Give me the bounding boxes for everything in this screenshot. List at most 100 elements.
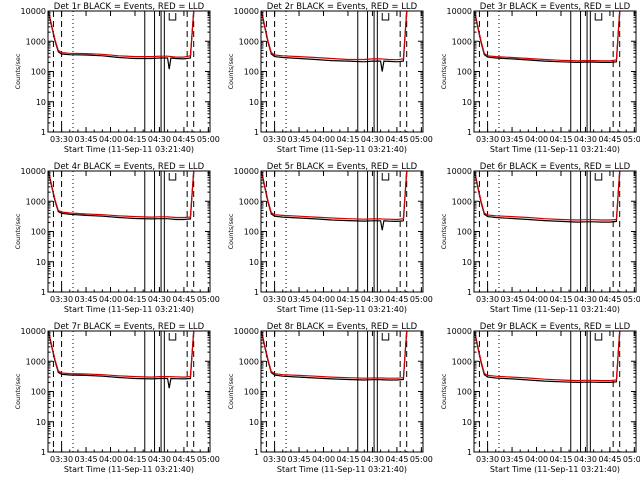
x-tick-label: 04:00: [312, 135, 335, 144]
x-tick-label: 05:00: [410, 135, 433, 144]
y-tick-label: 10000: [447, 327, 472, 336]
plot-frame: [473, 170, 637, 293]
panel-title: Det 3r BLACK = Events, RED = LLD: [480, 2, 631, 12]
panel-title: Det 8r BLACK = Events, RED = LLD: [267, 322, 418, 332]
x-tick-label: 04:30: [361, 135, 384, 144]
y-tick-label: 10000: [21, 7, 46, 16]
x-axis-label: Start Time (11-Sep-11 03:21:40): [490, 305, 620, 314]
detector-panel-2: 1 10 100 1000 10000 03:30 03:45 04:00 04:15 04:30…: [227, 2, 433, 154]
y-tick-label: 1: [41, 448, 46, 457]
x-tick-label: 04:00: [525, 455, 548, 464]
detector-panel-3: 1 10 100 1000 10000 03:30 03:45 04:00 04:15 04:30…: [440, 2, 640, 154]
x-tick-label: 05:00: [623, 135, 640, 144]
y-tick-label: 100: [31, 68, 46, 77]
x-tick-label: 04:15: [549, 455, 572, 464]
y-tick-label: 100: [31, 388, 46, 397]
y-tick-label: 1000: [452, 197, 472, 206]
series-events-line: [473, 10, 621, 64]
x-tick-label: 04:30: [148, 455, 171, 464]
x-tick-label: 03:30: [476, 455, 499, 464]
y-tick-label: 10000: [234, 167, 259, 176]
x-tick-label: 03:30: [263, 455, 286, 464]
x-tick-label: 04:30: [148, 295, 171, 304]
y-tick-label: 10: [249, 98, 259, 107]
x-axis-label: Start Time (11-Sep-11 03:21:40): [64, 145, 194, 154]
x-tick-label: 04:45: [172, 455, 195, 464]
x-tick-label: 03:45: [75, 455, 98, 464]
y-axis-label: Counts/sec: [440, 213, 448, 249]
series-lld-line: [473, 170, 621, 221]
series-lld-line: [260, 170, 408, 221]
x-tick-label: 05:00: [410, 295, 433, 304]
x-axis-label: Start Time (11-Sep-11 03:21:40): [277, 465, 407, 474]
x-tick-label: 03:30: [50, 455, 73, 464]
y-tick-label: 100: [457, 68, 472, 77]
plot-frame: [47, 10, 211, 133]
x-axis-label: Start Time (11-Sep-11 03:21:40): [277, 145, 407, 154]
y-tick-label: 10000: [234, 327, 259, 336]
top-bracket-mark: [168, 13, 177, 21]
y-tick-label: 10000: [21, 167, 46, 176]
y-tick-label: 1: [467, 128, 472, 137]
x-tick-label: 05:00: [197, 455, 220, 464]
y-tick-label: 10: [462, 98, 472, 107]
x-tick-label: 04:45: [385, 135, 408, 144]
detector-panel-9: 1 10 100 1000 10000 03:30 03:45 04:00 04:15 04:30…: [440, 322, 640, 474]
x-tick-label: 04:30: [361, 455, 384, 464]
series-lld-line: [260, 330, 408, 379]
series-events-line: [473, 170, 621, 223]
detector-panel-6: 1 10 100 1000 10000 03:30 03:45 04:00 04:15 04:30…: [440, 162, 640, 314]
y-axis-label: Counts/sec: [14, 373, 22, 409]
plot-frame: [47, 330, 211, 453]
plot-frame: [260, 170, 424, 293]
y-tick-label: 10000: [21, 327, 46, 336]
y-tick-label: 10000: [234, 7, 259, 16]
x-axis-label: Start Time (11-Sep-11 03:21:40): [64, 465, 194, 474]
series-events-line: [47, 10, 195, 70]
plot-frame: [260, 10, 424, 133]
panel-title: Det 6r BLACK = Events, RED = LLD: [480, 162, 631, 172]
y-tick-label: 1: [467, 288, 472, 297]
plot-frame: [47, 170, 211, 293]
y-tick-label: 1000: [26, 357, 46, 366]
panel-title: Det 1r BLACK = Events, RED = LLD: [54, 2, 205, 12]
x-tick-label: 04:15: [123, 135, 146, 144]
top-bracket-mark: [594, 13, 603, 21]
x-tick-label: 04:15: [123, 455, 146, 464]
y-tick-label: 10: [36, 98, 46, 107]
y-tick-label: 1: [41, 128, 46, 137]
x-tick-label: 05:00: [623, 455, 640, 464]
x-tick-label: 04:15: [123, 295, 146, 304]
x-tick-label: 04:45: [172, 135, 195, 144]
panel-title: Det 2r BLACK = Events, RED = LLD: [267, 2, 418, 12]
series-events-line: [47, 330, 195, 389]
top-bracket-mark: [381, 173, 390, 181]
x-axis-label: Start Time (11-Sep-11 03:21:40): [64, 305, 194, 314]
x-tick-label: 04:15: [549, 295, 572, 304]
y-tick-label: 100: [244, 388, 259, 397]
x-tick-label: 04:00: [312, 295, 335, 304]
series-events-line: [260, 10, 408, 72]
y-tick-label: 100: [31, 228, 46, 237]
series-lld-line: [47, 330, 195, 378]
y-tick-label: 1000: [26, 197, 46, 206]
x-tick-label: 04:30: [574, 295, 597, 304]
x-tick-label: 04:45: [385, 455, 408, 464]
x-axis-label: Start Time (11-Sep-11 03:21:40): [490, 465, 620, 474]
x-tick-label: 05:00: [197, 295, 220, 304]
x-axis-label: Start Time (11-Sep-11 03:21:40): [277, 305, 407, 314]
plot-frame: [260, 330, 424, 453]
x-tick-label: 03:45: [288, 135, 311, 144]
y-axis-label: Counts/sec: [440, 373, 448, 409]
y-tick-label: 10: [249, 258, 259, 267]
y-tick-label: 10000: [447, 7, 472, 16]
x-tick-label: 03:30: [476, 135, 499, 144]
x-tick-label: 04:30: [148, 135, 171, 144]
x-tick-label: 03:30: [263, 295, 286, 304]
y-tick-label: 100: [244, 228, 259, 237]
series-lld-line: [47, 170, 195, 219]
x-tick-label: 04:30: [361, 295, 384, 304]
top-bracket-mark: [168, 173, 177, 181]
detector-panel-4: 1 10 100 1000 10000 03:30 03:45 04:00 04:15 04:30…: [14, 162, 220, 314]
